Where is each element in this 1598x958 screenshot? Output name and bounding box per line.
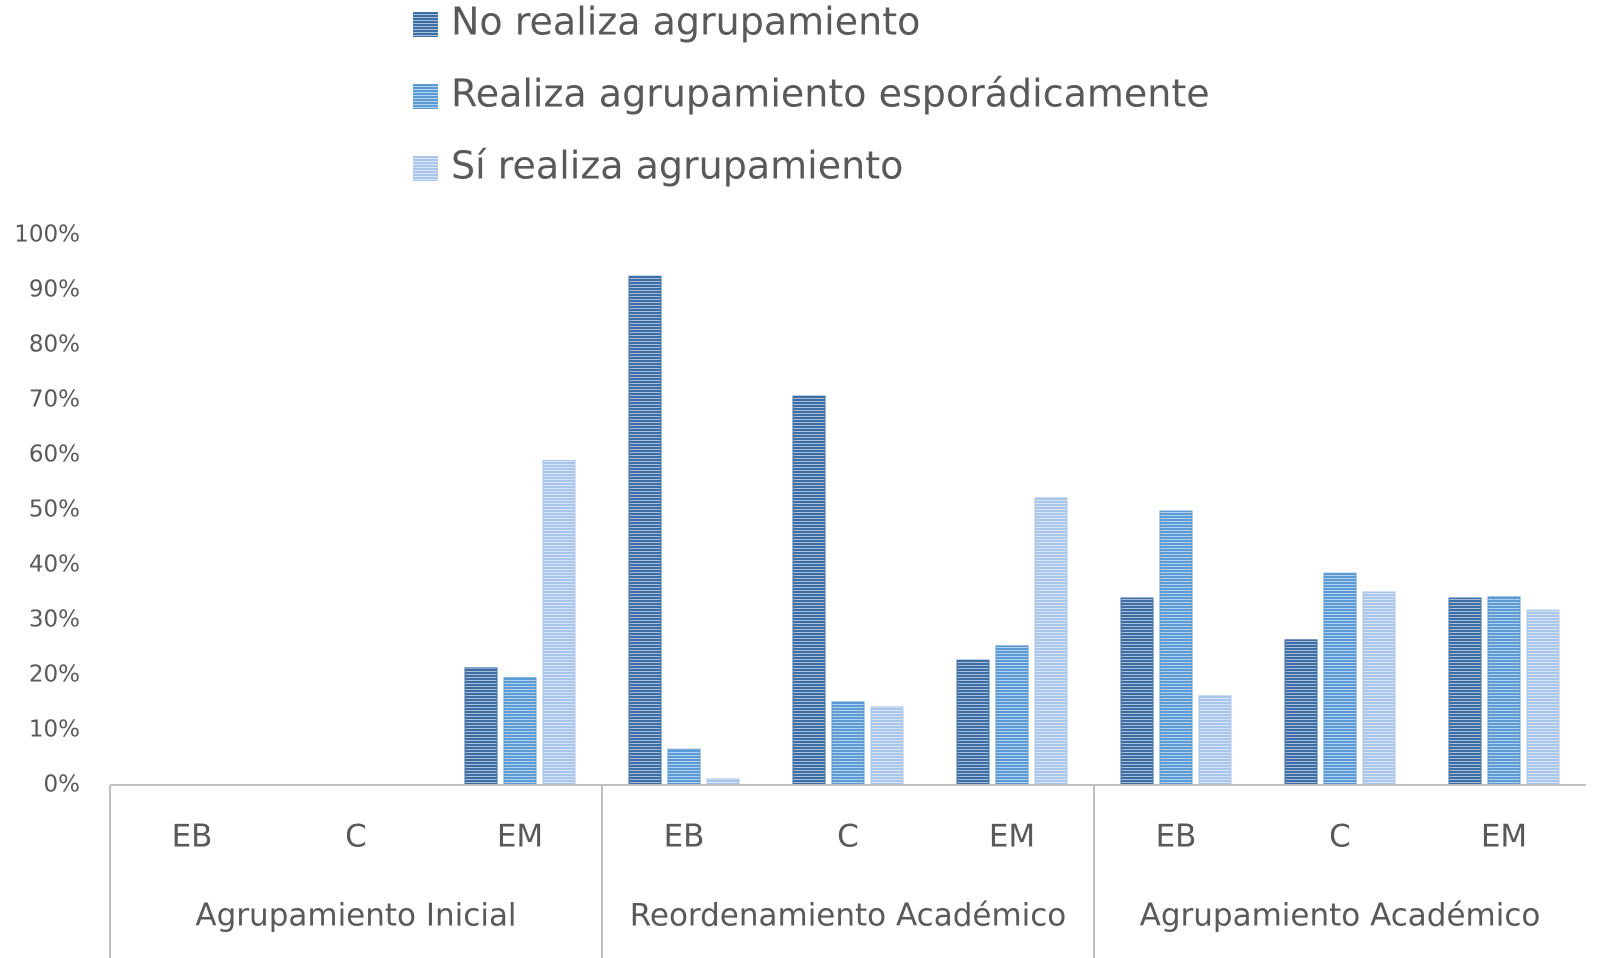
bar xyxy=(667,748,701,786)
bar xyxy=(1120,597,1154,786)
y-tick-label: 70% xyxy=(29,387,80,413)
x-tick-label: C xyxy=(345,819,367,855)
legend-swatch xyxy=(413,84,438,109)
y-tick-label: 20% xyxy=(29,662,80,688)
bar xyxy=(1159,510,1193,786)
group-label: Agrupamiento Inicial xyxy=(195,898,516,934)
y-tick-label: 60% xyxy=(29,442,80,468)
x-tick-label: C xyxy=(837,819,859,855)
bar xyxy=(870,706,904,786)
bar xyxy=(464,667,498,786)
y-tick-label: 0% xyxy=(44,772,81,798)
bar xyxy=(831,701,865,786)
x-tick-label: C xyxy=(1329,819,1351,855)
legend-label: No realiza agrupamiento xyxy=(451,0,920,44)
x-tick-label: EM xyxy=(1481,819,1527,855)
x-tick-label: EM xyxy=(497,819,543,855)
bar xyxy=(1448,597,1482,786)
bar xyxy=(542,460,576,786)
bar xyxy=(1323,572,1357,786)
y-tick-label: 100% xyxy=(14,222,80,248)
legend-label: Sí realiza agrupamiento xyxy=(451,144,903,188)
bar xyxy=(1034,497,1068,786)
x-tick-label: EM xyxy=(989,819,1035,855)
bar xyxy=(1198,695,1232,786)
bar xyxy=(995,645,1029,786)
bar xyxy=(628,275,662,786)
y-tick-label: 10% xyxy=(29,717,80,743)
group-label: Reordenamiento Académico xyxy=(630,898,1067,934)
bar xyxy=(1526,609,1560,786)
group-label: Agrupamiento Académico xyxy=(1140,898,1541,934)
legend-swatch xyxy=(413,156,438,181)
bar xyxy=(503,677,537,786)
y-tick-label: 40% xyxy=(29,552,80,578)
legend-label: Realiza agrupamiento esporádicamente xyxy=(451,72,1210,116)
y-tick-label: 30% xyxy=(29,607,80,633)
bar xyxy=(1284,639,1318,786)
bar xyxy=(1362,591,1396,786)
x-tick-label: EB xyxy=(664,819,705,855)
bar xyxy=(956,659,990,786)
y-tick-label: 90% xyxy=(29,277,80,303)
bar xyxy=(792,395,826,786)
x-tick-label: EB xyxy=(172,819,213,855)
y-tick-label: 50% xyxy=(29,497,80,523)
x-tick-label: EB xyxy=(1156,819,1197,855)
bar xyxy=(1487,596,1521,786)
legend-swatch xyxy=(413,12,438,37)
y-tick-label: 80% xyxy=(29,332,80,358)
